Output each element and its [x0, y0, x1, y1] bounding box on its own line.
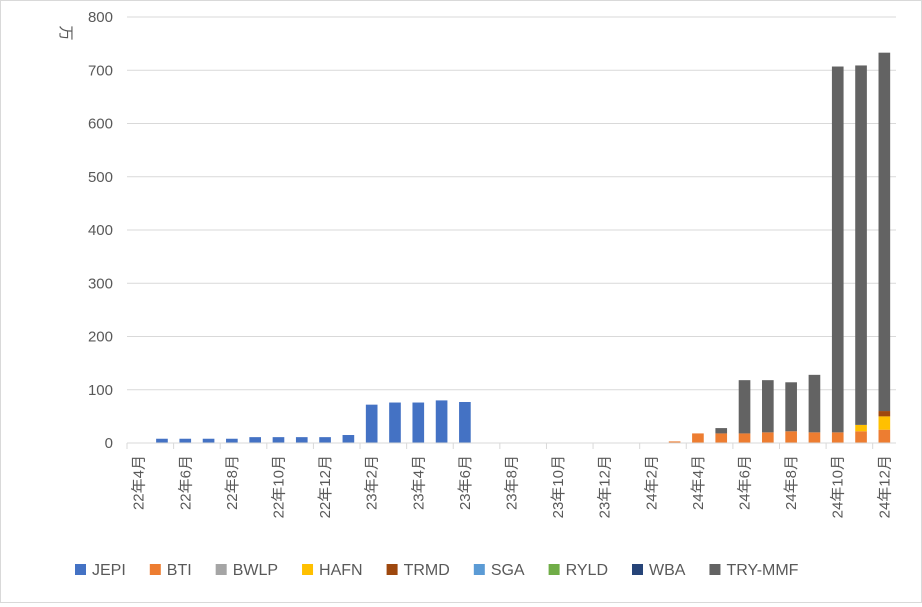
bar-segment-jepi — [179, 438, 192, 443]
legend-label-wba: WBA — [649, 562, 686, 579]
bar-segment-hafn — [855, 424, 867, 432]
bar-segment-jepi — [365, 404, 378, 443]
bar-segment-bti — [692, 433, 704, 443]
bar-segment-bti — [878, 429, 891, 443]
bar-segment-try-mmf — [878, 52, 891, 412]
x-tick-label: 24年2月 — [643, 455, 660, 510]
y-tick-label: 500 — [88, 169, 113, 186]
bars — [156, 52, 891, 443]
bar-segment-jepi — [249, 437, 261, 443]
legend-swatch-bwlp — [215, 564, 227, 575]
legend-label-bti: BTI — [167, 562, 192, 579]
legend-label-jepi: JEPI — [92, 562, 126, 579]
bar-segment-try-mmf — [738, 380, 751, 434]
bar-segment-jepi — [319, 437, 331, 443]
y-tick-label: 600 — [88, 116, 113, 133]
y-tick-label: 400 — [88, 222, 113, 239]
y-tick-label: 0 — [105, 435, 113, 452]
bar-segment-jepi — [389, 402, 401, 443]
bar-segment-jepi — [226, 438, 238, 443]
x-tick-label: 22年6月 — [177, 455, 194, 510]
x-tick-label: 23年10月 — [550, 455, 567, 518]
bar-segment-trmd — [878, 411, 891, 417]
y-tick-label: 100 — [88, 382, 113, 399]
x-tick-label: 24年12月 — [876, 455, 893, 518]
legend-label-bwlp: BWLP — [233, 562, 278, 579]
bar-segment-jepi — [295, 437, 308, 443]
bar-segment-bti — [831, 432, 844, 443]
x-tick-label: 23年6月 — [457, 455, 474, 510]
bar-segment-hafn — [878, 416, 891, 430]
x-tick-label: 24年6月 — [737, 455, 754, 510]
bar-segment-jepi — [272, 437, 285, 443]
bar-segment-bti — [668, 441, 681, 443]
bar-segment-try-mmf — [808, 374, 821, 433]
legend-swatch-jepi — [75, 564, 86, 575]
bar-segment-try-mmf — [785, 382, 797, 432]
legend: JEPI BTI BWLP HAFN TRMD SGA RYLD WBA TRY-MMF — [75, 562, 799, 579]
bar-segment-try-mmf — [762, 380, 774, 433]
legend-swatch-try-mmf — [709, 564, 721, 575]
bar-segment-jepi — [342, 435, 355, 443]
x-tick-label: 23年8月 — [504, 455, 521, 510]
legend-swatch-trmd — [386, 564, 398, 575]
bar-segment-bti — [715, 433, 728, 443]
legend-swatch-hafn — [302, 564, 314, 575]
bar-segment-bti — [785, 431, 797, 443]
bar-segment-bti — [738, 433, 751, 443]
bar-segment-jepi — [459, 401, 471, 443]
bar-segment-bti — [855, 431, 867, 443]
bar-segment-jepi — [202, 438, 215, 443]
legend-swatch-sga — [473, 564, 485, 575]
y-tick-label: 800 — [88, 9, 113, 26]
x-tick-label: 22年8月 — [224, 455, 241, 510]
legend-label-try-mmf: TRY-MMF — [726, 562, 798, 579]
y-axis-label: 万 — [57, 25, 74, 40]
legend-label-trmd: TRMD — [404, 562, 450, 579]
x-tick-label: 22年10月 — [270, 455, 287, 518]
axes: 0 100 200 300 400 500 600 700 800 22年4月 22年6月 22年8月… — [88, 9, 896, 518]
bar-segment-jepi — [435, 400, 448, 443]
x-tick-label: 23年2月 — [364, 455, 381, 510]
bar-segment-jepi — [412, 402, 425, 443]
x-tick-label: 24年4月 — [690, 455, 707, 510]
legend-label-ryld: RYLD — [566, 562, 608, 579]
x-tick-label: 23年12月 — [597, 455, 614, 518]
bar-segment-bti — [762, 432, 774, 443]
legend-swatch-ryld — [548, 564, 560, 575]
bar-segment-try-mmf — [855, 65, 867, 425]
bar-segment-bti — [808, 432, 821, 443]
x-tick-label: 24年8月 — [783, 455, 800, 510]
x-tick-label: 23年4月 — [410, 455, 427, 510]
legend-label-hafn: HAFN — [319, 562, 363, 579]
bar-segment-try-mmf — [715, 428, 728, 434]
legend-label-sga: SGA — [491, 562, 525, 579]
y-tick-label: 200 — [88, 329, 113, 346]
y-tick-label: 300 — [88, 275, 113, 292]
legend-swatch-wba — [632, 564, 643, 575]
y-tick-label: 700 — [88, 62, 113, 79]
bar-segment-jepi — [156, 438, 168, 443]
legend-swatch-bti — [149, 564, 161, 575]
gridlines — [127, 16, 896, 444]
x-tick-label: 22年12月 — [317, 455, 334, 518]
bar-segment-try-mmf — [831, 66, 844, 433]
x-tick-label: 24年10月 — [830, 455, 847, 518]
x-tick-label: 22年4月 — [131, 455, 148, 510]
